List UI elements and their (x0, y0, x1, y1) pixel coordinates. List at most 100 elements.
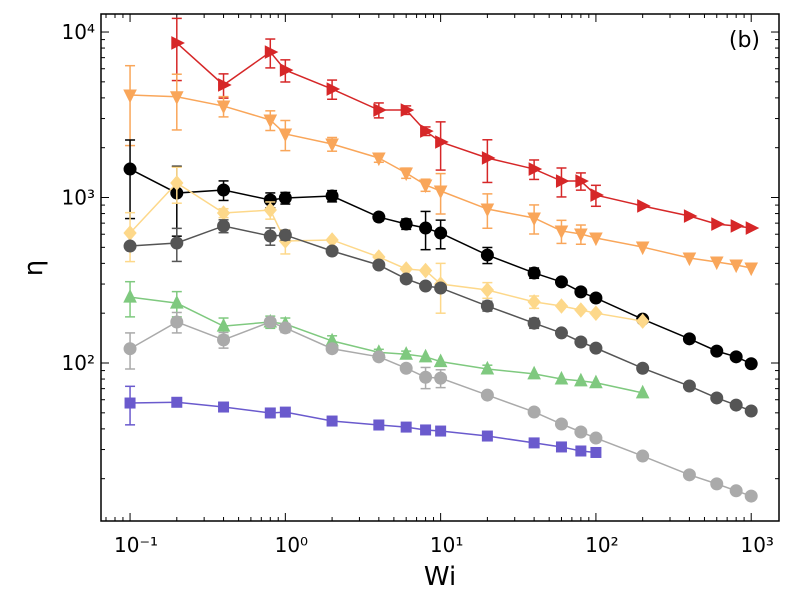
marker (590, 446, 602, 458)
marker (480, 282, 495, 298)
x-tick-label: 10⁻¹ (114, 533, 158, 557)
marker (169, 91, 184, 105)
x-tick-label: 10² (585, 533, 618, 557)
plot-frame (100, 13, 780, 522)
marker (372, 258, 386, 272)
y-tick-label: 10⁴ (62, 20, 95, 44)
marker (744, 262, 759, 277)
x-tick-label: 10¹ (430, 533, 463, 557)
marker (434, 371, 448, 385)
marker (433, 185, 448, 200)
y-tick-label: 10³ (62, 186, 95, 210)
marker (527, 266, 541, 280)
marker (418, 348, 433, 363)
series (171, 17, 752, 229)
series-line (129, 182, 643, 322)
marker (682, 379, 696, 393)
marker (554, 275, 568, 289)
x-tick-label: 10⁰ (275, 533, 308, 557)
marker (124, 397, 136, 409)
marker (216, 100, 231, 115)
marker (420, 124, 434, 138)
marker (419, 370, 433, 384)
marker (710, 391, 724, 405)
marker (420, 424, 432, 436)
marker (123, 162, 137, 176)
marker (575, 174, 589, 188)
marker (589, 305, 603, 321)
y-axis-label: η (19, 260, 49, 276)
marker (481, 151, 496, 165)
marker (372, 152, 386, 167)
marker (554, 417, 568, 431)
marker (170, 236, 184, 250)
marker (217, 219, 231, 233)
marker (554, 326, 568, 340)
marker (554, 370, 569, 385)
marker (263, 114, 278, 129)
marker (399, 272, 413, 286)
marker (527, 316, 541, 330)
marker (170, 315, 184, 329)
marker (418, 179, 433, 194)
marker (527, 294, 541, 310)
marker (434, 281, 448, 295)
marker (218, 78, 232, 92)
marker (574, 372, 588, 387)
marker (683, 209, 698, 223)
series (125, 166, 643, 322)
marker (373, 419, 385, 431)
marker (326, 415, 338, 427)
marker (263, 202, 277, 218)
marker (263, 315, 277, 329)
marker (682, 252, 697, 267)
marker (589, 232, 603, 247)
marker (590, 188, 605, 202)
marker (399, 346, 413, 360)
marker (636, 449, 650, 463)
marker (373, 103, 387, 117)
marker (325, 342, 339, 356)
marker (419, 279, 433, 293)
y-tick-label: 10² (62, 351, 95, 375)
marker (217, 183, 231, 197)
marker (554, 225, 569, 240)
marker (435, 425, 447, 437)
marker (554, 298, 569, 314)
marker (123, 289, 137, 303)
marker (555, 174, 570, 188)
x-axis-label: Wi (424, 562, 456, 592)
marker (399, 217, 413, 231)
marker (637, 199, 651, 213)
marker (372, 350, 386, 364)
marker (480, 299, 494, 313)
annotation: (b) (729, 28, 760, 53)
marker (218, 401, 230, 413)
marker (480, 388, 494, 402)
marker (527, 365, 541, 380)
marker (264, 45, 279, 59)
marker (171, 36, 185, 50)
marker (399, 361, 413, 375)
marker (528, 437, 540, 449)
marker (123, 239, 137, 253)
marker (711, 217, 725, 231)
marker (574, 285, 588, 299)
marker (325, 244, 339, 258)
marker (372, 210, 386, 224)
marker (480, 360, 495, 375)
marker (279, 406, 291, 418)
marker (400, 103, 415, 117)
series (125, 385, 596, 454)
marker (278, 191, 292, 205)
marker (744, 489, 758, 503)
marker (589, 291, 603, 305)
marker (636, 313, 650, 329)
marker (279, 63, 294, 77)
marker (744, 404, 758, 418)
marker (730, 219, 745, 233)
marker (589, 341, 603, 355)
marker (745, 221, 760, 235)
marker (729, 350, 743, 364)
marker (278, 321, 292, 335)
